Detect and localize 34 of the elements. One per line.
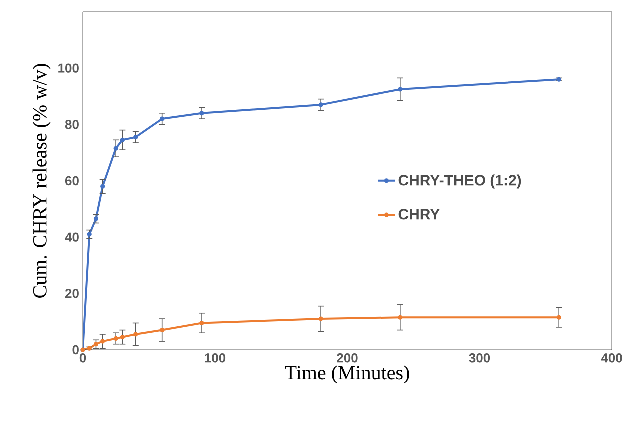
point xyxy=(160,328,165,333)
x-tick-label: 0 xyxy=(80,354,86,363)
x-tick-label: 300 xyxy=(469,354,490,363)
point xyxy=(114,336,118,342)
y-tick-label: 100 xyxy=(58,64,79,73)
point xyxy=(134,332,138,337)
point xyxy=(120,138,125,142)
point xyxy=(100,184,106,189)
point xyxy=(200,320,204,326)
legend-label: CHRY xyxy=(398,209,440,220)
point xyxy=(100,339,106,344)
x-tick-label: 100 xyxy=(205,354,226,363)
point xyxy=(87,232,92,237)
point xyxy=(318,102,324,108)
y-tick-label: 0 xyxy=(72,345,79,355)
point xyxy=(398,315,403,320)
x-axis-title: Time (Minutes) xyxy=(285,366,410,384)
point xyxy=(120,335,125,340)
point xyxy=(94,216,99,222)
y-tick-label: 80 xyxy=(65,120,79,130)
point xyxy=(318,316,324,322)
y-tick-label: 20 xyxy=(65,289,79,298)
y-axis-title: Cum. CHRY release (% w/v) xyxy=(32,64,51,298)
point xyxy=(200,111,204,116)
legend-label: CHRY-THEO (1:2) xyxy=(398,174,522,189)
point xyxy=(160,116,165,122)
y-tick-label: 40 xyxy=(65,232,79,242)
point xyxy=(556,315,562,320)
y-tick-label: 60 xyxy=(65,176,79,186)
x-tick-label: 200 xyxy=(337,354,358,363)
x-tick-label: 400 xyxy=(601,354,622,363)
point xyxy=(134,135,138,140)
point xyxy=(398,87,403,92)
point xyxy=(114,146,118,151)
